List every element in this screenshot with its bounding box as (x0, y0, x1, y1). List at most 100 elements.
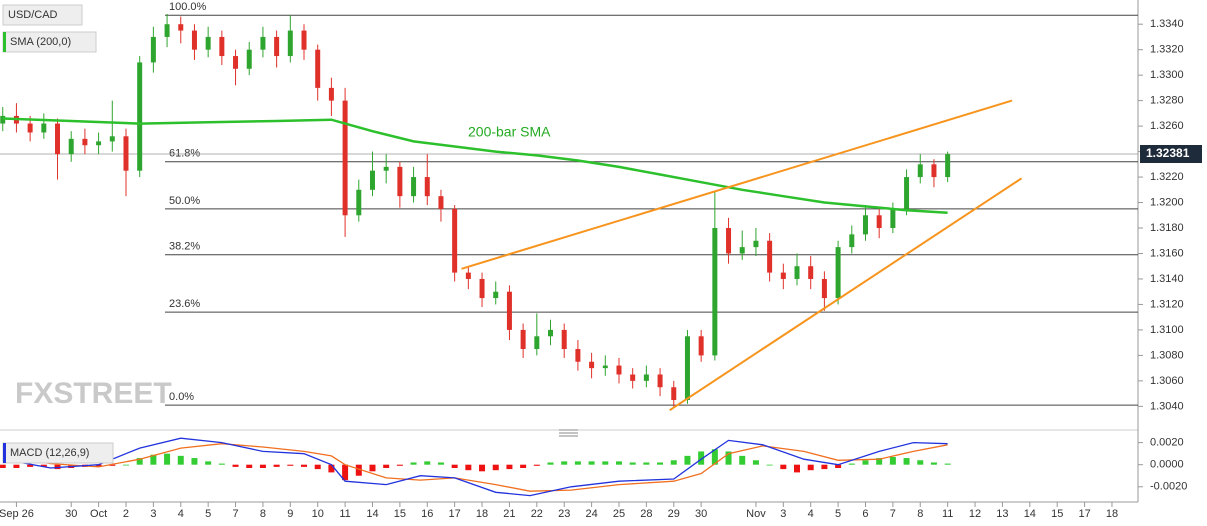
histogram-bar (766, 464, 773, 466)
x-tick-label: 3 (150, 508, 156, 520)
x-tick-label: 18 (476, 508, 488, 520)
candle-body (726, 228, 732, 254)
x-tick-label: 25 (613, 508, 625, 520)
candle-body (287, 30, 293, 57)
candle-body (945, 154, 951, 178)
x-tick-label: 22 (531, 508, 543, 520)
y-tick-label: 1.3060 (1150, 375, 1184, 387)
candle-body (671, 387, 677, 400)
histogram-bar (821, 464, 828, 470)
candle-body (862, 215, 868, 235)
y-tick-label: -0.0020 (1150, 481, 1187, 493)
histogram-bar (342, 464, 349, 481)
histogram-bar (794, 464, 801, 473)
last-price-box (1140, 145, 1202, 164)
histogram-bar (848, 463, 855, 465)
candle-body (315, 49, 321, 88)
candle-body (753, 240, 759, 248)
y-tick-label: 0.0000 (1150, 459, 1184, 471)
y-tick-label: 1.3100 (1150, 324, 1184, 336)
y-tick-label: 1.3120 (1150, 298, 1184, 310)
histogram-bar (725, 451, 732, 465)
histogram-bar (164, 453, 171, 465)
watermark: FXSTREET (15, 377, 172, 410)
candle-body (123, 136, 129, 171)
fib-label: 0.0% (169, 391, 194, 403)
histogram-bar (711, 449, 718, 465)
histogram-bar (259, 464, 266, 468)
histogram-bar (27, 464, 34, 467)
candle-body (219, 36, 225, 57)
histogram-bar (122, 464, 129, 466)
candle-body (411, 177, 417, 197)
candle-body (150, 36, 156, 63)
x-tick-label: 4 (808, 508, 814, 520)
candle-body (397, 166, 403, 197)
histogram-bar (930, 462, 937, 465)
y-tick-label: 1.3180 (1150, 222, 1184, 234)
symbol-label: USD/CAD (8, 9, 58, 21)
candle-body (876, 215, 882, 229)
candle-body (27, 123, 33, 133)
x-tick-label: 13 (996, 508, 1008, 520)
y-tick-label: 1.3320 (1150, 44, 1184, 56)
histogram-bar (396, 464, 403, 466)
y-tick-label: 1.3340 (1150, 18, 1184, 30)
histogram-bar (136, 458, 143, 465)
y-tick-label: 1.3040 (1150, 400, 1184, 412)
histogram-bar (944, 463, 951, 465)
histogram-bar (205, 461, 212, 465)
candle-body (657, 374, 663, 388)
x-tick-label: Oct (90, 508, 107, 520)
last-price-label: 1.32381 (1146, 146, 1190, 160)
candle-body (712, 228, 718, 356)
histogram-bar (643, 462, 650, 465)
y-tick-label: 1.3220 (1150, 171, 1184, 183)
histogram-bar (177, 455, 184, 465)
histogram-bar (670, 460, 677, 465)
x-tick-label: 23 (558, 508, 570, 520)
candle-body (55, 123, 61, 155)
signal-line (2, 443, 948, 492)
x-tick-label: 4 (178, 508, 184, 520)
candle-body (137, 62, 143, 171)
x-tick-label: 7 (232, 508, 238, 520)
candle-body (424, 177, 430, 197)
candle-body (164, 24, 170, 37)
histogram-bar (903, 458, 910, 465)
candle-body (356, 189, 362, 216)
histogram-bar (465, 464, 472, 471)
histogram-bar (588, 461, 595, 465)
macd-line (2, 437, 948, 497)
histogram-bar (191, 458, 198, 465)
histogram-bar (451, 464, 458, 468)
histogram-bar (218, 463, 225, 465)
candle-body (849, 234, 855, 248)
candle-body (383, 166, 389, 171)
x-tick-label: 18 (1106, 508, 1118, 520)
histogram-bar (506, 464, 513, 470)
candle-body (643, 374, 649, 381)
macd-label: MACD (12,26,9) (10, 447, 89, 459)
x-tick-label: 17 (1078, 508, 1090, 520)
histogram-bar (752, 460, 759, 465)
histogram-bar (424, 461, 431, 465)
x-tick-label: 7 (890, 508, 896, 520)
histogram-bar (479, 464, 486, 472)
candle-body (684, 336, 690, 400)
candle-body (794, 266, 800, 279)
candle-body (260, 36, 266, 50)
histogram-bar (301, 464, 308, 467)
histogram-bar (547, 462, 554, 465)
histogram-bar (95, 464, 102, 467)
histogram-bar (520, 464, 527, 468)
candle-body (82, 138, 88, 146)
histogram-bar (314, 464, 321, 470)
candle-body (602, 365, 608, 369)
candle-body (808, 266, 814, 279)
indicator-label: SMA (200,0) (10, 36, 71, 48)
sma-annotation: 200-bar SMA (468, 124, 551, 140)
histogram-bar (355, 464, 362, 476)
